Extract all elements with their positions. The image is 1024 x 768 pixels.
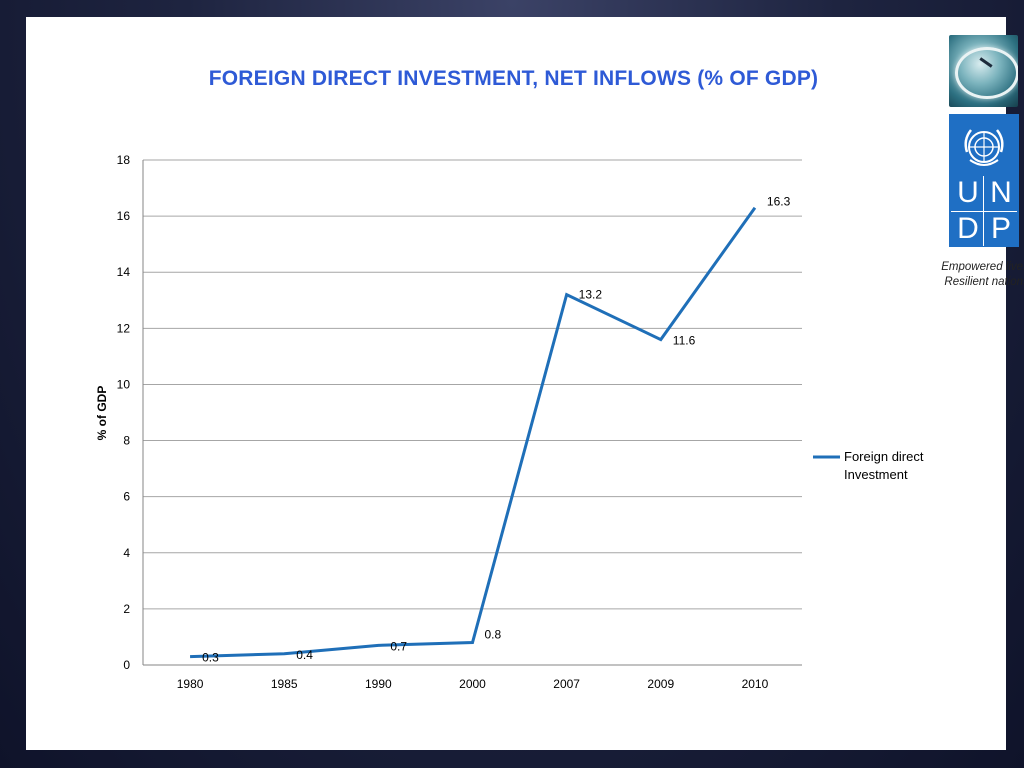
y-tick-label: 14 xyxy=(117,265,131,279)
y-tick-label: 10 xyxy=(117,377,131,391)
data-labels: 0.3 0.4 0.7 0.8 13.2 11.6 16.3 xyxy=(202,195,791,665)
data-label: 0.8 xyxy=(485,628,502,642)
x-tick-label: 1980 xyxy=(177,677,204,691)
legend: Foreign direct Investment xyxy=(813,449,924,482)
gridlines xyxy=(142,159,802,666)
logo-letter-u: U xyxy=(957,176,979,209)
x-tick-label: 2000 xyxy=(459,677,486,691)
chart-title: FOREIGN DIRECT INVESTMENT, NET INFLOWS (… xyxy=(208,67,819,90)
x-tick-label: 2007 xyxy=(553,677,580,691)
un-emblem-icon xyxy=(964,129,1004,166)
slide: FOREIGN DIRECT INVESTMENT, NET INFLOWS (… xyxy=(26,17,1024,750)
y-tick-label: 12 xyxy=(117,321,131,335)
data-label: 0.7 xyxy=(390,639,407,653)
y-tick-label: 2 xyxy=(123,602,130,616)
data-label: 13.2 xyxy=(579,288,603,302)
y-axis-ticks: 0 2 4 6 8 10 12 14 16 18 xyxy=(117,153,131,672)
undp-logo: U N D P xyxy=(949,114,1019,247)
logo-letter-n: N xyxy=(990,176,1012,209)
series-line xyxy=(190,206,757,659)
tagline-line2: Resilient nations. xyxy=(944,276,1024,288)
legend-label-line1: Foreign direct xyxy=(844,449,924,464)
data-label: 16.3 xyxy=(767,195,791,209)
y-tick-label: 6 xyxy=(123,490,130,504)
logo-letter-d: D xyxy=(957,212,979,245)
data-label: 0.4 xyxy=(296,648,313,662)
y-tick-label: 8 xyxy=(123,434,130,448)
data-label: 0.3 xyxy=(202,651,219,665)
undp-tagline: Empowered lives. Resilient nations. xyxy=(926,260,1024,290)
tagline-line1: Empowered lives. xyxy=(941,261,1024,273)
y-tick-label: 16 xyxy=(117,209,131,223)
line-chart: 0 2 4 6 8 10 12 14 16 18 1980 1985 1990 2000 2007 2009… xyxy=(95,153,924,691)
x-tick-label: 2009 xyxy=(647,677,674,691)
y-axis-label: % of GDP xyxy=(95,386,109,441)
series-lines xyxy=(190,206,757,659)
logo-letter-p: P xyxy=(990,212,1011,245)
legend-label-line2: Investment xyxy=(844,467,908,482)
y-tick-label: 4 xyxy=(123,546,130,560)
y-tick-label: 0 xyxy=(123,658,130,672)
x-tick-label: 1990 xyxy=(365,677,392,691)
x-axis-ticks: 1980 1985 1990 2000 2007 2009 2010 xyxy=(177,677,769,691)
x-tick-label: 1985 xyxy=(271,677,298,691)
data-label: 11.6 xyxy=(673,334,696,348)
y-tick-label: 18 xyxy=(117,153,131,167)
globe-logo xyxy=(949,35,1018,107)
x-tick-label: 2010 xyxy=(742,677,769,691)
